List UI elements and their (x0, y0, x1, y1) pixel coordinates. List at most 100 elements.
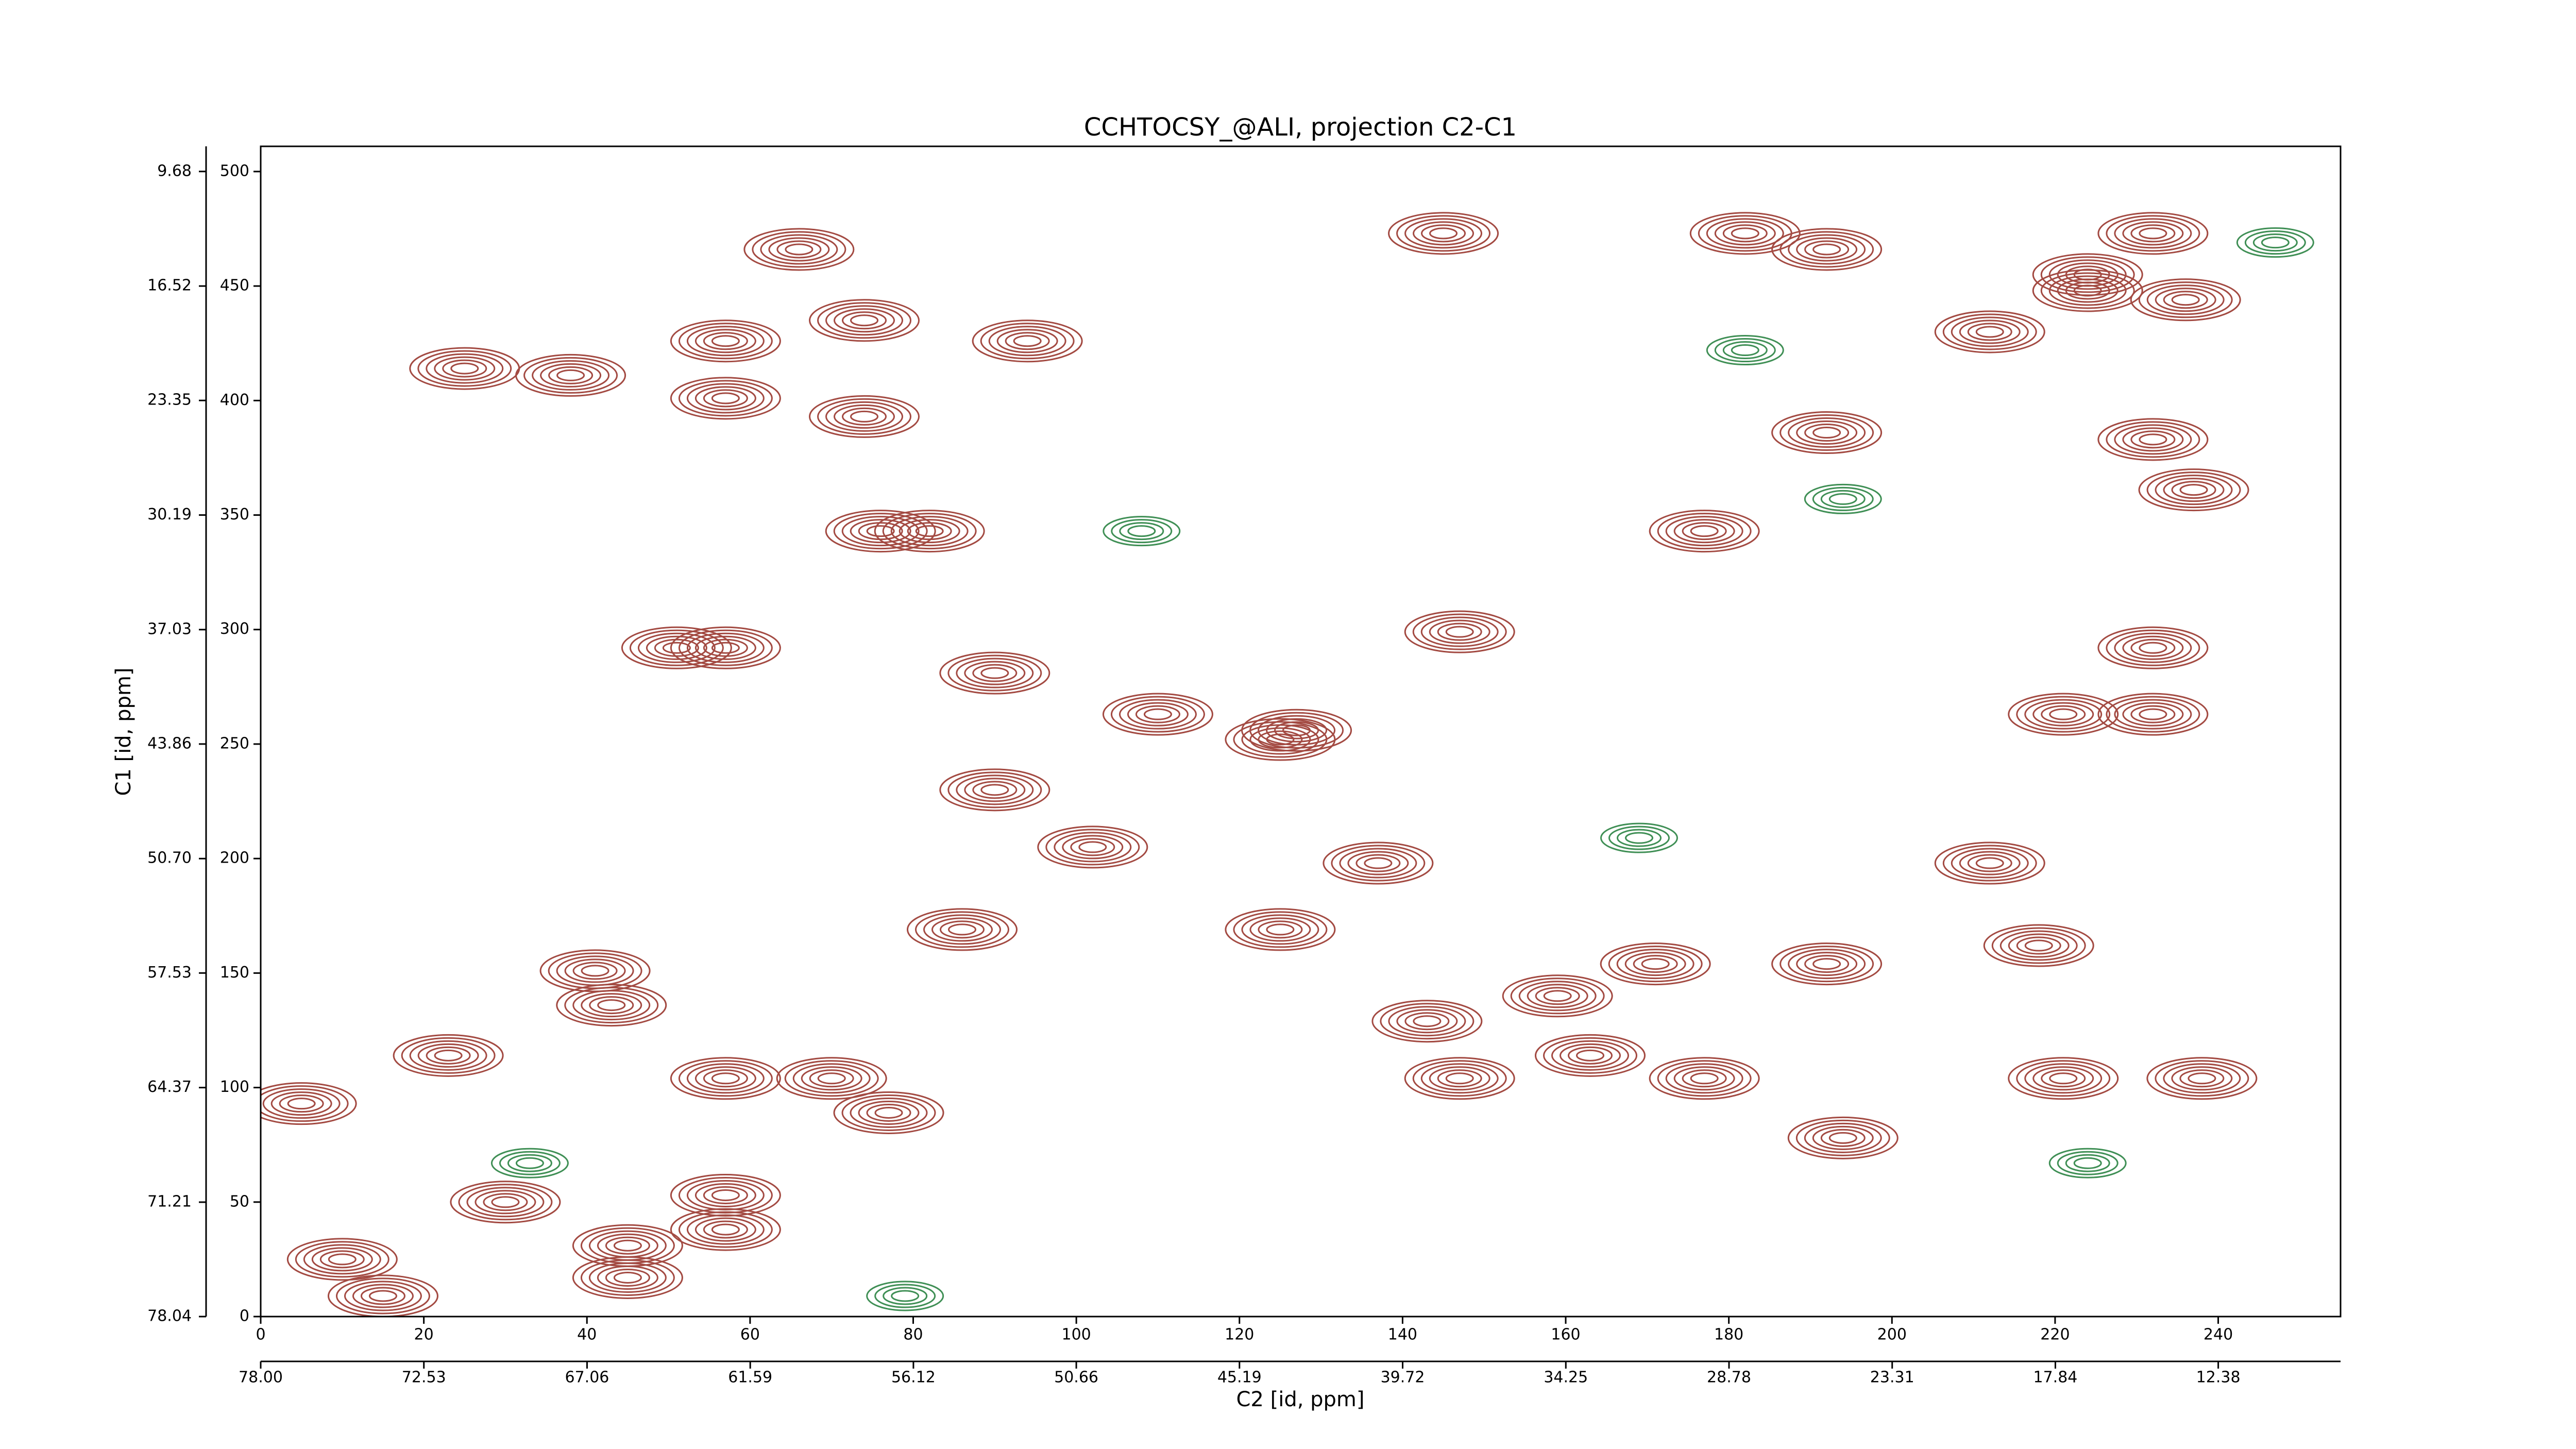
contour-ring (1983, 924, 2094, 967)
contour-ring (1804, 483, 1882, 514)
chart-title: CCHTOCSY_@ALI, projection C2-C1 (1084, 113, 1517, 142)
peak (670, 319, 781, 363)
contour-ring (1404, 610, 1515, 653)
y-tick-label: 450 (220, 277, 249, 295)
contour-ring (589, 996, 634, 1015)
contour-ring (1331, 845, 1426, 882)
contour-ring (1625, 832, 1654, 844)
contour-ring (2130, 638, 2176, 657)
y2-tick-label: 9.68 (157, 162, 192, 180)
contour-ring (581, 965, 609, 977)
contour-ring (2073, 1157, 2102, 1169)
contour-ring (303, 1244, 381, 1275)
peak (1535, 1034, 1646, 1077)
contour-ring (858, 1100, 920, 1125)
contour-ring (646, 635, 707, 660)
plot-frame (260, 145, 2342, 1318)
contour-ring (1657, 513, 1752, 550)
contour-ring (1641, 958, 1670, 970)
contour-ring (1731, 344, 1759, 357)
contour-ring (809, 395, 920, 438)
contour-ring (670, 626, 781, 669)
contour-ring (2139, 433, 2167, 446)
contour-ring (1698, 215, 1792, 252)
contour-ring (923, 914, 1001, 945)
contour-ring (792, 1063, 871, 1094)
contour-ring (670, 1057, 781, 1100)
contour-ring (540, 363, 602, 387)
contour-ring (874, 510, 985, 553)
contour-ring (1005, 332, 1050, 350)
contour-ring (1975, 326, 2004, 338)
peak (1600, 942, 1711, 986)
contour-ring (972, 664, 1018, 682)
contour-ring (2041, 1069, 2086, 1088)
x-tick-label: 140 (1388, 1326, 1417, 1344)
contour-ring (678, 1060, 773, 1097)
contour-ring (1543, 990, 1572, 1002)
contour-ring (752, 231, 846, 268)
contour-ring (1445, 626, 1474, 638)
contour-ring (2146, 1057, 2258, 1100)
x-tick-label: 120 (1225, 1326, 1254, 1344)
contour-ring (1991, 927, 2086, 964)
contour-ring (939, 768, 1050, 812)
peak (1649, 510, 1760, 553)
peak (972, 319, 1083, 363)
peak (1787, 1116, 1899, 1159)
contour-ring (2122, 635, 2184, 660)
peak (2048, 1148, 2127, 1178)
contour-ring (270, 1091, 332, 1116)
contour-ring (442, 359, 487, 378)
contour-ring (850, 314, 879, 327)
contour-ring (2138, 468, 2249, 512)
x2-tick-label: 78.00 (239, 1369, 283, 1387)
contour-ring (1127, 525, 1156, 537)
contour-ring (1241, 914, 1319, 945)
contour-ring (1119, 522, 1164, 541)
contour-ring (817, 302, 912, 339)
contour-ring (1364, 857, 1393, 869)
contour-ring (1665, 1063, 1743, 1094)
contour-ring (328, 1274, 438, 1317)
contour-ring (483, 1193, 528, 1211)
contour-ring (931, 917, 993, 942)
y-tick-label: 350 (220, 506, 249, 524)
contour-ring (434, 356, 496, 381)
contour-ring (2155, 1060, 2249, 1097)
peak (1689, 212, 1801, 255)
peak (2130, 278, 2241, 322)
peak (670, 626, 781, 669)
peak (874, 510, 985, 553)
contour-ring (1111, 519, 1173, 544)
contour-ring (1429, 227, 1458, 240)
contour-ring (490, 1148, 569, 1178)
contour-ring (1967, 323, 2012, 341)
contour-ring (572, 962, 618, 980)
contour-ring (262, 1088, 341, 1119)
peak (1649, 1057, 1760, 1100)
x2-tick-label: 45.19 (1217, 1369, 1262, 1387)
contour-ring (2236, 227, 2314, 258)
contour-ring (515, 1157, 544, 1169)
x2-tick-label: 61.59 (728, 1369, 772, 1387)
peak (1037, 825, 1148, 869)
contour-ring (344, 1280, 422, 1311)
contour-ring (1608, 946, 1703, 983)
contour-ring (686, 1063, 765, 1094)
peak (572, 1256, 683, 1299)
contour-ring (2106, 629, 2200, 666)
contour-ring (833, 1091, 944, 1134)
contour-ring (279, 1094, 324, 1113)
peak (1323, 841, 1434, 885)
contour-ring (874, 1106, 903, 1119)
contour-ring (605, 1236, 650, 1255)
contour-ring (556, 369, 585, 381)
peak (490, 1148, 569, 1178)
contour-ring (2138, 281, 2233, 318)
x-tick-label: 200 (1877, 1326, 1907, 1344)
peak (328, 1274, 438, 1317)
contour-ring (2130, 705, 2176, 723)
contour-ring (1543, 1037, 1638, 1074)
contour-ring (2252, 233, 2298, 252)
